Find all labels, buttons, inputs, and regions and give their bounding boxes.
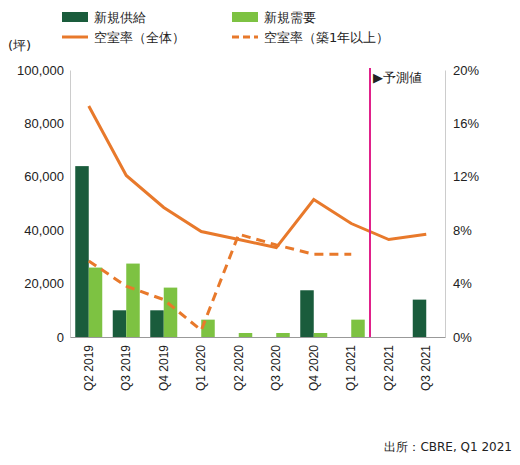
y2-tick-label: 12% [453,169,479,184]
x-tick: Q1 2021 [344,337,358,391]
x-tick: Q3 2019 [119,337,133,391]
y2-tick: 4% [445,276,472,291]
y-axis: 0 20,000 40,000 60,000 80,000 100,000 [17,63,71,345]
bar [300,290,314,337]
x-tick-label: Q4 2020 [307,345,321,391]
y-axis-line [70,71,71,338]
x-tick: Q1 2020 [194,337,208,391]
legend-label: 新規供給 [94,10,146,25]
line [89,106,427,248]
source: 出所：CBRE, Q1 2021 [384,440,512,454]
legend-item: 空室率（全体） [62,30,185,45]
y2-tick-label: 20% [453,63,479,78]
x-tick: Q3 2021 [419,337,433,391]
bar [314,333,328,337]
legend-label: 空室率（築1年以上） [264,30,389,45]
x-axis-line [71,337,446,338]
annotation: ▶予測値 [373,70,422,85]
legend-swatch [62,12,88,22]
plot-area [75,106,426,337]
y2-tick: 8% [445,223,472,238]
legend-label: 新規需要 [264,10,316,25]
y-tick: 100,000 [17,63,70,78]
x-tick: Q2 2020 [232,337,246,391]
x-tick-label: Q3 2019 [119,345,133,391]
bar-series [75,166,426,337]
x-tick-label: Q2 2020 [232,345,246,391]
x-tick: Q3 2020 [269,337,283,391]
y-tick: 80,000 [24,116,70,131]
line [89,234,352,330]
y2-axis-line [445,71,446,338]
bar [276,333,290,337]
bar [413,300,427,337]
x-tick: Q2 2021 [382,337,396,391]
y-tick-label: 40,000 [24,223,64,238]
y2-tick-label: 0% [453,330,472,345]
legend-swatch [232,12,258,22]
forecast-line [369,68,371,337]
y-tick-label: 20,000 [24,276,64,291]
bar [263,337,277,338]
x-tick: Q2 2019 [82,337,96,391]
bar [225,337,239,338]
x-tick-label: Q1 2021 [344,345,358,391]
y2-tick: 16% [445,116,479,131]
x-axis: Q2 2019 Q3 2019 Q4 2019 Q1 2020 Q2 2020 Q3 20… [71,337,446,391]
y-tick-label: 80,000 [24,116,64,131]
x-tick: Q4 2019 [157,337,171,391]
y-tick-label: 60,000 [24,169,64,184]
y-tick: 40,000 [24,223,70,238]
legend: 新規供給 新規需要空室率（全体） 空室率（築1年以上） [62,10,389,45]
x-tick-label: Q3 2021 [419,345,433,391]
x-tick: Q4 2020 [307,337,321,391]
legend-swatch [62,36,88,39]
y-tick: 60,000 [24,169,70,184]
bar [164,288,178,337]
y-tick: 0 [57,330,70,345]
bar [375,337,389,338]
bar [75,166,89,337]
y2-tick-label: 16% [453,116,479,131]
bar [89,268,103,337]
legend-label: 空室率（全体） [94,30,185,45]
y2-tick-label: 4% [453,276,472,291]
bar [113,310,127,337]
y-axis-title: (坪) [8,38,31,53]
y2-tick: 12% [445,169,479,184]
legend-swatch [232,36,258,39]
bar-series [89,264,365,337]
legend-item: 空室率（築1年以上） [232,30,389,45]
x-tick-label: Q2 2019 [82,345,96,391]
chart: 0 20,000 40,000 60,000 80,000 100,000 0% 4% 8% 12… [0,0,520,465]
x-tick-label: Q2 2021 [382,345,396,391]
legend-item: 新規供給 [62,10,146,25]
y2-tick-label: 8% [453,223,472,238]
y2-tick: 0% [445,330,472,345]
bar [150,310,164,337]
y2-axis: 0% 4% 8% 12% 16% 20% [445,63,479,345]
x-tick-label: Q1 2020 [194,345,208,391]
y2-tick: 20% [445,63,479,78]
y-tick: 20,000 [24,276,70,291]
bar [188,337,202,338]
x-tick-label: Q3 2020 [269,345,283,391]
y-tick-label: 100,000 [17,63,64,78]
bar [338,337,352,338]
legend-item: 新規需要 [232,10,316,25]
x-tick-label: Q4 2019 [157,345,171,391]
bar [351,320,365,337]
y-tick-label: 0 [57,330,64,345]
bar [239,333,253,337]
bar [126,264,140,337]
